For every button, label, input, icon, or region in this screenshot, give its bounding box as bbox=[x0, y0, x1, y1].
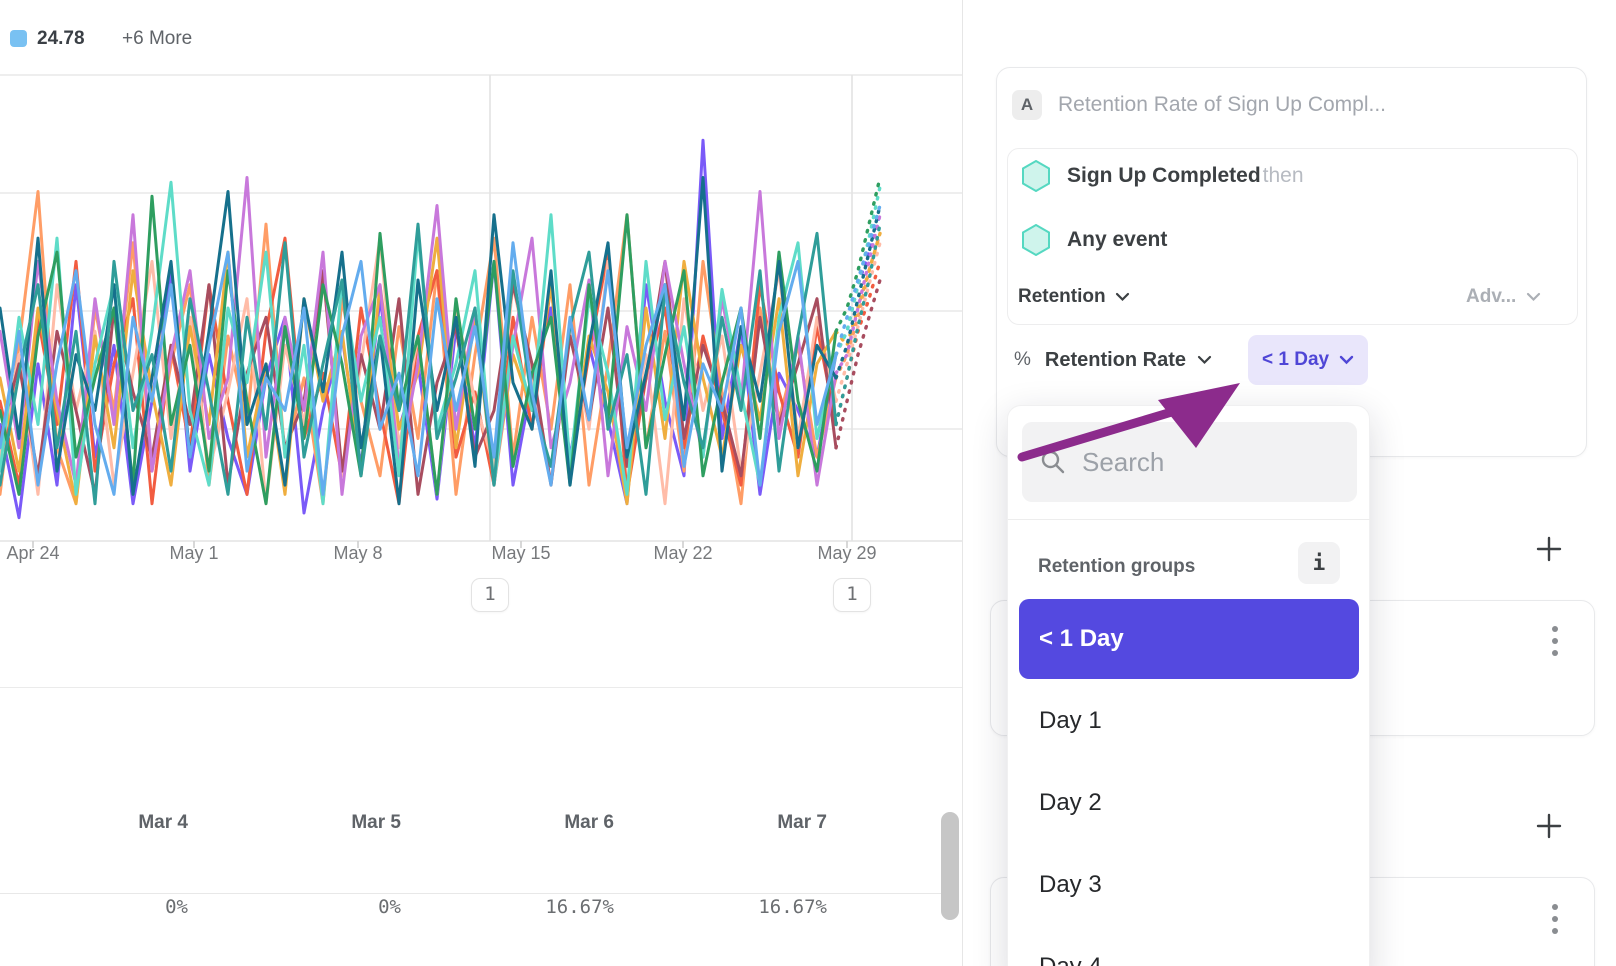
x-tick-label: May 22 bbox=[653, 543, 713, 563]
retention-line-chart[interactable] bbox=[0, 60, 962, 560]
dropdown-item-day-4[interactable]: Day 4 bbox=[1019, 927, 1359, 966]
legend-series-value[interactable]: 24.78 bbox=[37, 28, 85, 49]
dropdown-item-day-2[interactable]: Day 2 bbox=[1039, 789, 1102, 816]
chevron-down-icon bbox=[1115, 292, 1129, 302]
retention-groups-label: Retention groups bbox=[1038, 556, 1196, 577]
metric-label: Retention Rate bbox=[1044, 348, 1187, 371]
table-column-header: Mar 5 bbox=[351, 812, 401, 833]
event-name[interactable]: Sign Up Completed bbox=[1067, 164, 1261, 187]
query-title[interactable]: Retention Rate of Sign Up Compl... bbox=[1058, 93, 1387, 116]
x-tick-label: May 8 bbox=[333, 543, 383, 563]
event-hexagon-icon bbox=[1022, 160, 1050, 192]
dropdown-item--1-day[interactable]: < 1 Day bbox=[1019, 599, 1359, 679]
query-step-badge: A bbox=[1012, 90, 1042, 120]
metric-dropdown[interactable]: % Retention Rate bbox=[1014, 336, 1212, 384]
table-cell-value: 16.67% bbox=[758, 896, 827, 918]
table-cell-value: 16.67% bbox=[545, 896, 614, 918]
add-step-button[interactable] bbox=[1536, 536, 1562, 562]
legend-swatch[interactable] bbox=[10, 30, 27, 47]
percent-icon: % bbox=[1014, 349, 1031, 370]
section-divider bbox=[0, 687, 962, 688]
event-hexagon-icon bbox=[1022, 224, 1050, 256]
dropdown-divider bbox=[1008, 519, 1371, 520]
event-definition-card bbox=[1007, 148, 1578, 325]
legend-more-button[interactable]: +6 More bbox=[122, 28, 193, 49]
more-options-icon[interactable] bbox=[1549, 902, 1561, 938]
event-row-anyevent[interactable]: Any event bbox=[1022, 224, 1167, 256]
event-row-signup[interactable]: Sign Up Completedthen bbox=[1022, 160, 1304, 192]
annotation-badge[interactable]: 1 bbox=[471, 578, 509, 612]
table-column-header: Mar 7 bbox=[777, 812, 827, 833]
vertical-scrollbar-thumb[interactable] bbox=[941, 812, 959, 920]
panel-divider bbox=[962, 0, 963, 966]
table-column-header: Mar 4 bbox=[138, 812, 188, 833]
search-icon bbox=[1041, 450, 1065, 474]
chevron-down-icon bbox=[1527, 292, 1541, 302]
table-cell-value: 0% bbox=[378, 896, 401, 918]
dropdown-item-day-3[interactable]: Day 3 bbox=[1039, 871, 1102, 898]
info-icon[interactable]: i bbox=[1298, 542, 1340, 584]
event-suffix: then bbox=[1262, 164, 1304, 187]
retention-type-dropdown[interactable]: Retention bbox=[1018, 277, 1130, 317]
chevron-down-icon bbox=[1197, 355, 1212, 365]
advanced-label: Adv... bbox=[1466, 286, 1517, 307]
more-options-icon[interactable] bbox=[1549, 624, 1561, 660]
retention-group-dropdown-menu: Retention groups i < 1 Day Day 1 Day 2 Day … bbox=[1007, 405, 1371, 966]
x-tick-label: May 29 bbox=[817, 543, 877, 563]
table-cell-value: 0% bbox=[165, 896, 188, 918]
retention-group-value: < 1 Day bbox=[1262, 349, 1330, 370]
x-tick-label: May 1 bbox=[169, 543, 219, 563]
x-axis-labels: Apr 24 May 1 May 8 May 15 May 22 May 29 bbox=[0, 543, 962, 567]
dropdown-item-day-1[interactable]: Day 1 bbox=[1039, 707, 1102, 734]
chevron-down-icon bbox=[1339, 355, 1354, 365]
event-name[interactable]: Any event bbox=[1067, 228, 1168, 251]
retention-type-label: Retention bbox=[1018, 286, 1106, 307]
add-step-button[interactable] bbox=[1536, 813, 1562, 839]
advanced-dropdown[interactable]: Adv... bbox=[1466, 277, 1541, 317]
search-input[interactable] bbox=[1082, 446, 1322, 478]
search-box[interactable] bbox=[1022, 422, 1357, 502]
annotation-badge[interactable]: 1 bbox=[833, 578, 871, 612]
retention-group-chip[interactable]: < 1 Day bbox=[1248, 335, 1369, 385]
x-tick-label: Apr 24 bbox=[6, 543, 60, 563]
table-header-divider bbox=[0, 893, 941, 894]
x-tick-label: May 15 bbox=[491, 543, 551, 563]
table-column-header: Mar 6 bbox=[564, 812, 614, 833]
